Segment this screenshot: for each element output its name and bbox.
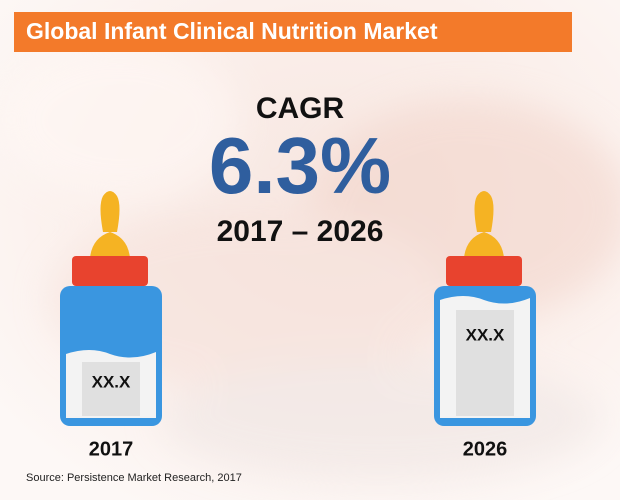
title: Global Infant Clinical Nutrition Market: [26, 18, 438, 44]
title-banner: [14, 12, 572, 52]
bottle-label: XX.X: [92, 372, 131, 391]
cagr-label: CAGR: [256, 92, 345, 125]
source: Source: Persistence Market Research, 201…: [26, 472, 242, 484]
cagr-value: 6.3%: [209, 121, 391, 210]
bottle-year: 2026: [463, 438, 508, 460]
bottle-label: XX.X: [466, 325, 505, 344]
bottle-year: 2017: [89, 438, 134, 460]
cagr-period: 2017 – 2026: [217, 215, 384, 248]
bottle: [60, 191, 162, 426]
bottle: [434, 191, 536, 426]
